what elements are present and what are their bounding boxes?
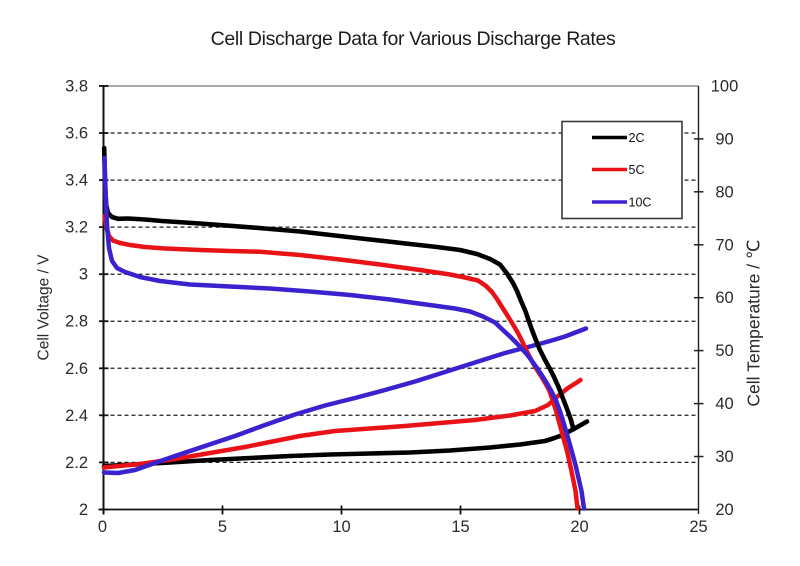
- svg-text:2.6: 2.6: [65, 360, 88, 378]
- svg-text:2.4: 2.4: [65, 407, 88, 425]
- svg-text:3.6: 3.6: [65, 125, 88, 143]
- svg-text:10C: 10C: [629, 196, 652, 210]
- svg-text:3: 3: [79, 266, 88, 284]
- svg-text:3.4: 3.4: [65, 172, 88, 190]
- svg-text:0: 0: [98, 518, 107, 536]
- svg-text:15: 15: [451, 518, 469, 536]
- svg-text:10: 10: [332, 518, 350, 536]
- svg-text:Cell Temperature / ℃: Cell Temperature / ℃: [744, 239, 764, 406]
- svg-text:2.2: 2.2: [65, 454, 88, 472]
- svg-text:25: 25: [689, 518, 707, 536]
- svg-text:2: 2: [79, 501, 88, 519]
- svg-text:90: 90: [715, 130, 733, 148]
- svg-text:40: 40: [715, 395, 733, 413]
- svg-text:5C: 5C: [629, 163, 645, 177]
- svg-text:2C: 2C: [629, 131, 645, 145]
- svg-text:3.2: 3.2: [65, 219, 88, 237]
- svg-text:3.8: 3.8: [65, 78, 88, 96]
- svg-text:70: 70: [715, 236, 733, 254]
- svg-text:20: 20: [570, 518, 588, 536]
- svg-text:30: 30: [715, 448, 733, 466]
- svg-text:100: 100: [711, 78, 739, 96]
- svg-text:5: 5: [218, 518, 227, 536]
- svg-text:20: 20: [715, 501, 733, 519]
- svg-text:Cell Discharge Data for Variou: Cell Discharge Data for Various Discharg…: [211, 28, 616, 50]
- svg-text:50: 50: [715, 342, 733, 360]
- svg-text:80: 80: [715, 183, 733, 201]
- svg-text:2.8: 2.8: [65, 313, 88, 331]
- svg-text:60: 60: [715, 289, 733, 307]
- svg-text:Cell Voltage / V: Cell Voltage / V: [36, 254, 53, 361]
